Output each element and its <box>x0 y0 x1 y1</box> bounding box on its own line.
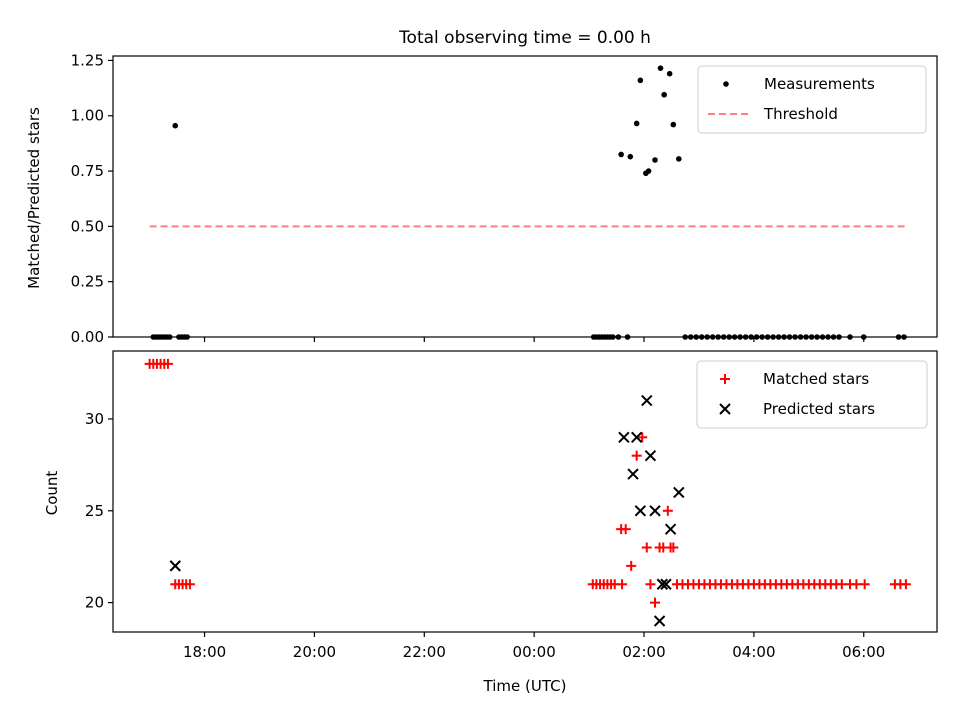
x-tick-label: 20:00 <box>293 643 336 661</box>
measurement-point <box>666 70 673 77</box>
top-legend: Measurements Threshold <box>697 65 927 134</box>
measurement-point <box>633 120 640 127</box>
measurement-point <box>652 157 658 163</box>
measurement-point <box>670 121 677 128</box>
predicted-stars-point <box>618 431 630 444</box>
matched-stars-point <box>617 579 628 590</box>
bottom-y-tick-label: 30 <box>85 410 104 428</box>
top-y-tick-label: 0.25 <box>71 273 104 291</box>
matched-stars-point <box>662 505 673 516</box>
top-y-axis-label: Matched/Predicted stars <box>25 107 43 289</box>
bottom-x-axis-label: Time (UTC) <box>483 677 567 695</box>
x-tick-label: 06:00 <box>842 643 885 661</box>
matched-stars-point <box>668 542 679 553</box>
measurement-point <box>172 122 179 129</box>
bottom-plot-area <box>144 358 911 627</box>
legend-label-1: Threshold <box>763 105 838 123</box>
predicted-stars-point <box>653 615 666 627</box>
bottom-legend-box <box>696 360 928 429</box>
top-y-tick-label: 0.75 <box>71 162 104 180</box>
matched-stars-point <box>184 579 195 590</box>
matched-stars-point <box>650 597 661 608</box>
bottom-axes-frame <box>112 350 938 633</box>
top-y-tick-label: 1.25 <box>71 51 104 69</box>
legend-marker-0 <box>723 81 729 87</box>
top-axes-frame <box>112 55 938 338</box>
matched-stars-point <box>620 524 631 535</box>
legend-label-0: Matched stars <box>763 370 869 388</box>
predicted-stars-point <box>634 505 647 517</box>
predicted-stars-point <box>649 505 661 517</box>
measurement-point <box>618 151 624 158</box>
legend-marker-1 <box>719 403 731 415</box>
legend-label-1: Predicted stars <box>763 400 875 418</box>
matched-stars-point <box>637 432 648 443</box>
measurement-point <box>661 91 667 98</box>
top-y-tick-label: 0.00 <box>71 328 104 346</box>
predicted-stars-point <box>627 468 639 480</box>
chart-title: Total observing time = 0.00 h <box>398 28 651 48</box>
bottom-legend: Matched stars Predicted stars <box>696 360 928 429</box>
x-tick-label: 02:00 <box>622 643 665 661</box>
measurement-point <box>645 168 652 174</box>
predicted-stars-point <box>630 431 643 444</box>
top-y-tick-label: 0.50 <box>71 217 104 235</box>
matched-stars-point <box>900 579 911 590</box>
bottom-axes: 18:00 20:00 22:00 00:00 02:00 04:00 06:00 20 25 3… <box>85 350 938 661</box>
top-legend-box <box>697 65 927 134</box>
matched-stars-point <box>641 542 652 553</box>
x-tick-label: 22:00 <box>403 643 446 661</box>
predicted-stars-point <box>641 394 653 407</box>
top-panel: Total observing time = 0.00 h Matched/Pr… <box>25 28 938 346</box>
predicted-stars-point <box>644 449 657 462</box>
matched-stars-point <box>645 579 656 590</box>
matched-stars-point <box>162 358 173 369</box>
predicted-stars-point <box>656 578 669 590</box>
measurement-point <box>627 153 634 160</box>
measurement-point <box>637 77 644 84</box>
matched-stars-point <box>631 450 642 461</box>
matched-stars-point <box>859 579 870 590</box>
measurement-point <box>676 156 682 162</box>
bottom-y-tick-label: 25 <box>85 502 104 520</box>
measurement-point <box>657 65 664 71</box>
legend-marker-0 <box>720 374 730 384</box>
top-axes: 0.00 0.25 0.50 0.75 1.00 1.25 <box>71 51 938 346</box>
legend-label-0: Measurements <box>764 75 875 93</box>
bottom-y-axis-label: Count <box>43 471 61 516</box>
top-y-tick-label: 1.00 <box>71 107 104 125</box>
bottom-panel: Count Time (UTC) 18:00 20:00 22:00 00:00 02:… <box>43 350 938 695</box>
bottom-y-tick-label: 20 <box>85 594 104 612</box>
x-tick-label: 04:00 <box>732 643 775 661</box>
predicted-stars-point <box>664 523 677 535</box>
matched-stars-point <box>626 560 637 571</box>
predicted-stars-point <box>169 560 181 572</box>
predicted-stars-point <box>660 578 672 590</box>
x-tick-label: 18:00 <box>183 643 226 661</box>
predicted-stars-point <box>673 486 685 499</box>
x-tick-label: 00:00 <box>513 643 556 661</box>
